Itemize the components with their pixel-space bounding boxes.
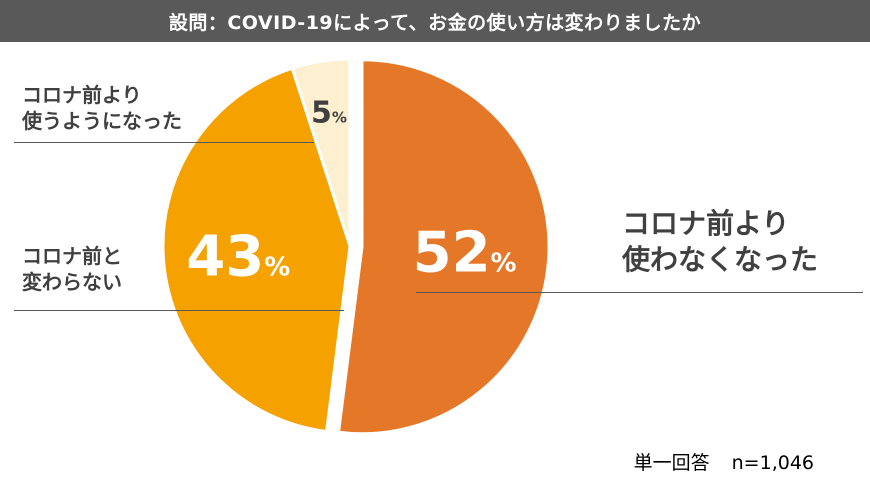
category-label-line: 使うようになった xyxy=(22,109,182,133)
category-label-line: コロナ前と xyxy=(22,244,122,268)
leader-line-same xyxy=(14,310,344,311)
slice-value-less: 52% xyxy=(413,221,517,286)
slice-value-number: 5 xyxy=(310,95,332,131)
pie-slice-more xyxy=(290,57,352,247)
slice-value-number: 43 xyxy=(186,224,265,290)
slice-value-same: 43% xyxy=(186,224,290,289)
title-bar: 設問：COVID-19によって、お金の使い方は変わりましたか xyxy=(0,0,870,42)
leader-line-more xyxy=(14,142,314,143)
category-label-same: コロナ前と 変わらない xyxy=(22,243,122,295)
sample-size-label: n=1,046 xyxy=(731,452,814,474)
pie-slice-same xyxy=(161,66,352,434)
category-label-line: コロナ前より xyxy=(622,207,790,240)
category-label-line: 変わらない xyxy=(22,270,122,294)
slice-value-unit: % xyxy=(331,108,347,127)
answer-type-label: 単一回答 xyxy=(633,452,710,474)
category-label-line: コロナ前より xyxy=(22,83,142,107)
category-label-line: 使わなくなった xyxy=(622,243,819,277)
slice-value-more: 5% xyxy=(311,96,347,131)
chart-title: 設問：COVID-19によって、お金の使い方は変わりましたか xyxy=(168,11,702,34)
slice-value-unit: % xyxy=(490,248,517,279)
pie-slice-less xyxy=(336,58,551,436)
category-label-more: コロナ前より 使うようになった xyxy=(22,82,182,134)
response-note: 単一回答 n=1,046 xyxy=(634,448,814,475)
slice-value-unit: % xyxy=(264,252,291,283)
category-label-less: コロナ前より 使わなくなった xyxy=(622,206,818,279)
leader-line-less xyxy=(416,292,863,293)
slice-value-number: 52 xyxy=(412,220,491,286)
